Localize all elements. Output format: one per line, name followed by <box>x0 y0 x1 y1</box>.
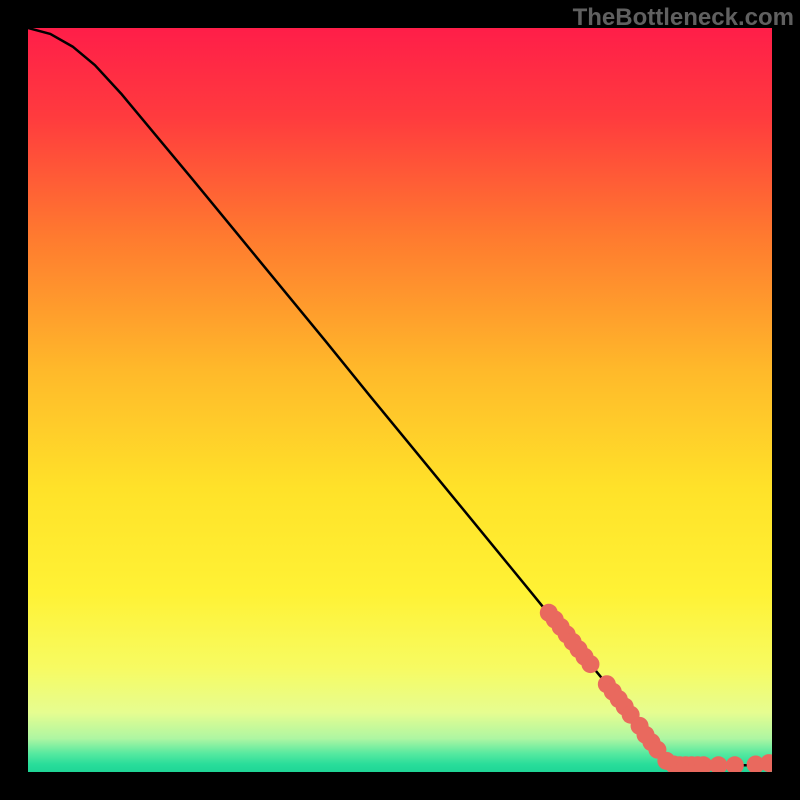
chart-stage: TheBottleneck.com <box>0 0 800 800</box>
data-marker <box>726 756 744 772</box>
data-marker <box>709 756 727 772</box>
data-marker <box>581 655 599 673</box>
watermark-text: TheBottleneck.com <box>573 4 794 32</box>
chart-overlay <box>28 28 772 772</box>
bottleneck-curve <box>28 28 772 765</box>
plot-area <box>28 28 772 772</box>
marker-layer <box>540 604 772 772</box>
